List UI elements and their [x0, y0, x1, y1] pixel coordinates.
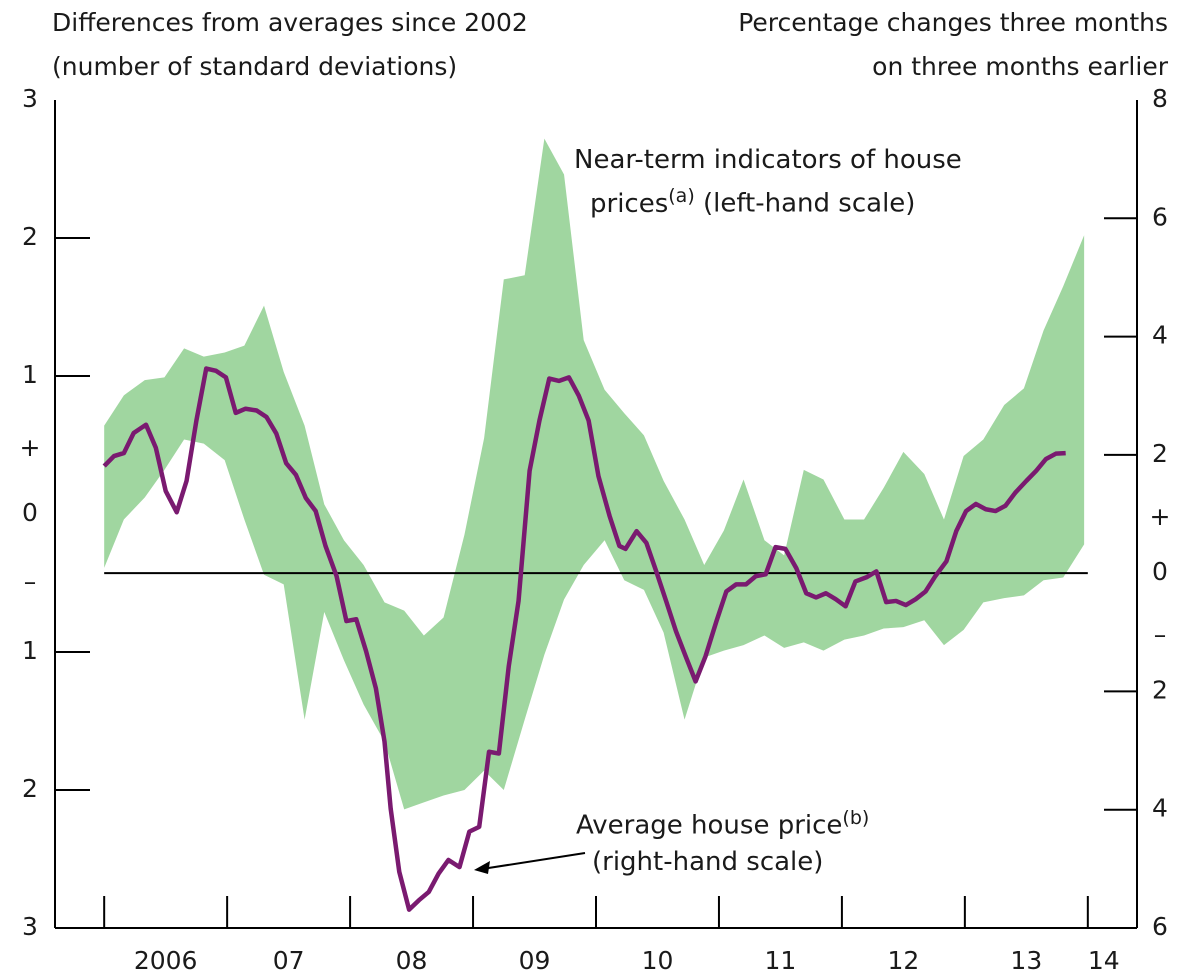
left-axis-title: (number of standard deviations)	[52, 52, 457, 81]
y2-tick-label: 2	[1152, 675, 1168, 704]
band-area	[104, 138, 1085, 810]
y-tick-label: 3	[22, 84, 38, 113]
sign-label: –	[24, 567, 37, 596]
y2-tick-label: 4	[1152, 794, 1168, 823]
x-tick-label: 12	[887, 946, 919, 975]
y-tick-label: 2	[22, 774, 38, 803]
line-label: Average house price(b) (right-hand scale…	[576, 800, 869, 880]
y2-tick-label: 8	[1152, 84, 1168, 113]
y2-tick-label: 0	[1152, 557, 1168, 586]
band-label-line: Near-term indicators of house	[574, 145, 962, 175]
x-tick-label: 14	[1088, 946, 1120, 975]
left-axis-title: Differences from averages since 2002	[52, 8, 528, 37]
x-tick-label: 07	[273, 946, 305, 975]
y-tick-label: 2	[22, 222, 38, 251]
band-label-line: prices	[590, 188, 669, 219]
y-tick-label: 1	[22, 636, 38, 665]
x-tick-label: 10	[642, 946, 674, 975]
arrow-head	[474, 861, 490, 874]
y2-tick-label: 6	[1152, 202, 1168, 231]
x-tick-label: 08	[396, 946, 428, 975]
y-tick-label: 1	[22, 360, 38, 389]
right-axis-title: on three months earlier	[872, 52, 1169, 81]
y-tick-label: 3	[22, 912, 38, 941]
y-tick-label: 0	[22, 498, 38, 527]
right-axis-title: Percentage changes three months	[738, 8, 1168, 37]
note-ref: (b)	[842, 807, 870, 829]
line-name: Average house price	[576, 810, 843, 841]
x-tick-label: 13	[1010, 946, 1042, 975]
note-ref: (a)	[668, 185, 695, 207]
arrow	[481, 852, 586, 870]
sign-label: –	[1154, 620, 1167, 649]
y2-tick-label: 6	[1152, 912, 1168, 941]
x-tick-label: 11	[765, 946, 797, 975]
price-line	[102, 366, 1066, 912]
scale-note: (right-hand scale)	[592, 846, 824, 877]
sign-label: +	[1150, 502, 1171, 531]
x-tick-label: 2006	[134, 946, 198, 975]
scale-note: (left-hand scale)	[703, 188, 916, 219]
sign-label: +	[20, 433, 41, 462]
y2-tick-label: 4	[1152, 321, 1168, 350]
x-tick-label: 09	[519, 946, 551, 975]
y2-tick-label: 2	[1152, 439, 1168, 468]
band-label: Near-term indicators of house prices(a) …	[574, 142, 962, 222]
